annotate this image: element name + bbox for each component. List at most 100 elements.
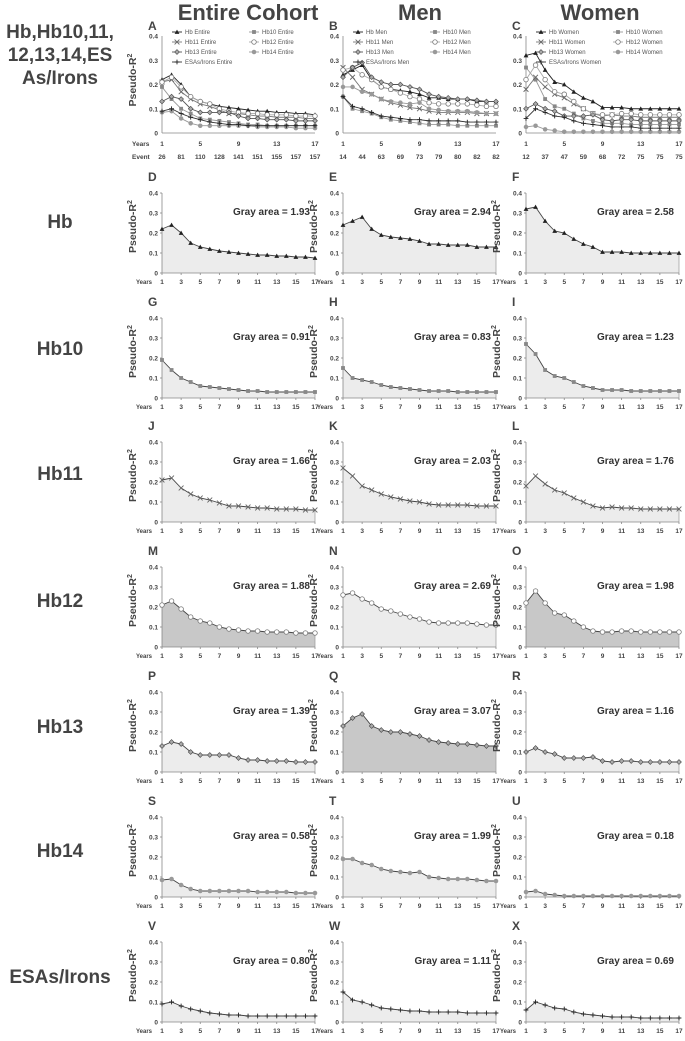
data-point <box>312 113 318 119</box>
y-axis-title: Pseudo-R2 <box>491 325 503 378</box>
data-point <box>667 1015 672 1021</box>
y-tick-label: 0.2 <box>149 605 158 612</box>
data-point <box>235 113 242 119</box>
y-axis-title: Pseudo-R2 <box>491 200 503 253</box>
data-point <box>293 506 299 512</box>
data-point <box>628 1014 634 1020</box>
gray-area <box>162 879 315 897</box>
data-point <box>187 749 194 755</box>
data-point <box>284 390 289 394</box>
data-point <box>676 125 682 131</box>
data-point <box>455 123 460 128</box>
data-point <box>355 49 361 55</box>
data-point <box>302 630 309 636</box>
y-tick-label: 0 <box>518 770 522 777</box>
event-count-label: 79 <box>435 154 443 161</box>
data-point <box>426 737 432 743</box>
data-point <box>638 125 644 131</box>
x-tick-label: 7 <box>399 1028 403 1035</box>
data-point <box>226 122 232 127</box>
gray-area-label: Gray area = 2.03 <box>414 456 491 467</box>
y-axis-title: Pseudo-R2 <box>308 824 320 877</box>
data-point <box>676 112 682 118</box>
x-tick-label: 9 <box>418 1028 422 1035</box>
x-tick-label: 1 <box>160 279 164 286</box>
data-point <box>552 1005 558 1011</box>
panel-letter: A <box>148 19 157 33</box>
y-tick-label: 0.2 <box>330 855 339 862</box>
data-point <box>493 244 499 249</box>
data-point <box>484 111 489 116</box>
x-tick-label: 3 <box>179 903 183 910</box>
y-axis-title: Pseudo-R2 <box>491 699 503 752</box>
data-point <box>676 118 682 124</box>
years-label: Years <box>317 654 334 660</box>
x-tick-label: 9 <box>601 404 605 411</box>
data-point <box>570 755 577 761</box>
gray-area <box>162 742 315 772</box>
x-tick-label: 17 <box>492 279 500 286</box>
data-point <box>369 1002 375 1008</box>
data-point <box>483 98 490 105</box>
data-point <box>465 108 470 114</box>
panel-letter: S <box>148 794 156 808</box>
data-point <box>216 624 223 630</box>
data-point <box>590 122 596 127</box>
series-line <box>159 74 318 119</box>
data-point <box>227 120 231 125</box>
data-point <box>474 119 480 125</box>
data-point <box>379 383 384 387</box>
y-tick-label: 0.1 <box>149 251 158 258</box>
data-point <box>159 226 165 231</box>
data-point <box>245 1013 251 1019</box>
data-point <box>532 101 539 107</box>
event-count-label: 14 <box>339 154 347 161</box>
y-tick-label: 0.3 <box>513 585 522 592</box>
data-point <box>207 246 213 251</box>
x-tick-label: 9 <box>601 528 605 535</box>
data-point <box>179 106 184 111</box>
data-point <box>523 483 529 489</box>
data-point <box>417 869 422 875</box>
data-point <box>493 622 499 628</box>
data-point <box>378 232 384 237</box>
data-point <box>523 1007 529 1013</box>
data-point <box>533 123 538 129</box>
x-tick-label: 3 <box>360 778 364 785</box>
data-point <box>542 76 548 83</box>
data-point <box>169 876 174 882</box>
series-line <box>523 473 682 512</box>
data-point <box>610 388 614 392</box>
data-point <box>638 112 644 118</box>
data-point <box>179 376 184 380</box>
y-tick-label: 0.2 <box>513 82 522 89</box>
data-point <box>474 110 480 115</box>
data-point <box>226 1012 232 1018</box>
data-point <box>618 505 625 511</box>
data-point <box>378 727 385 733</box>
data-point <box>561 893 567 899</box>
data-point <box>388 86 394 93</box>
data-point <box>600 893 605 899</box>
data-point <box>340 94 346 100</box>
data-point <box>340 723 346 729</box>
data-point <box>571 380 576 384</box>
x-tick-label: 13 <box>454 141 462 148</box>
event-count-label: 110 <box>195 154 206 161</box>
gray-area <box>526 207 679 273</box>
data-point <box>360 109 365 114</box>
gray-area <box>343 714 496 772</box>
y-tick-label: 0.1 <box>330 376 339 383</box>
x-tick-label: 9 <box>237 778 241 785</box>
years-label: Years <box>136 779 153 785</box>
x-tick-label: 3 <box>179 653 183 660</box>
data-point <box>552 892 557 898</box>
x-tick-label: 5 <box>562 778 566 785</box>
x-tick-label: 17 <box>675 1028 683 1035</box>
data-point <box>417 91 422 97</box>
data-point <box>408 387 412 391</box>
data-point <box>378 606 384 612</box>
x-tick-label: 1 <box>524 903 528 910</box>
